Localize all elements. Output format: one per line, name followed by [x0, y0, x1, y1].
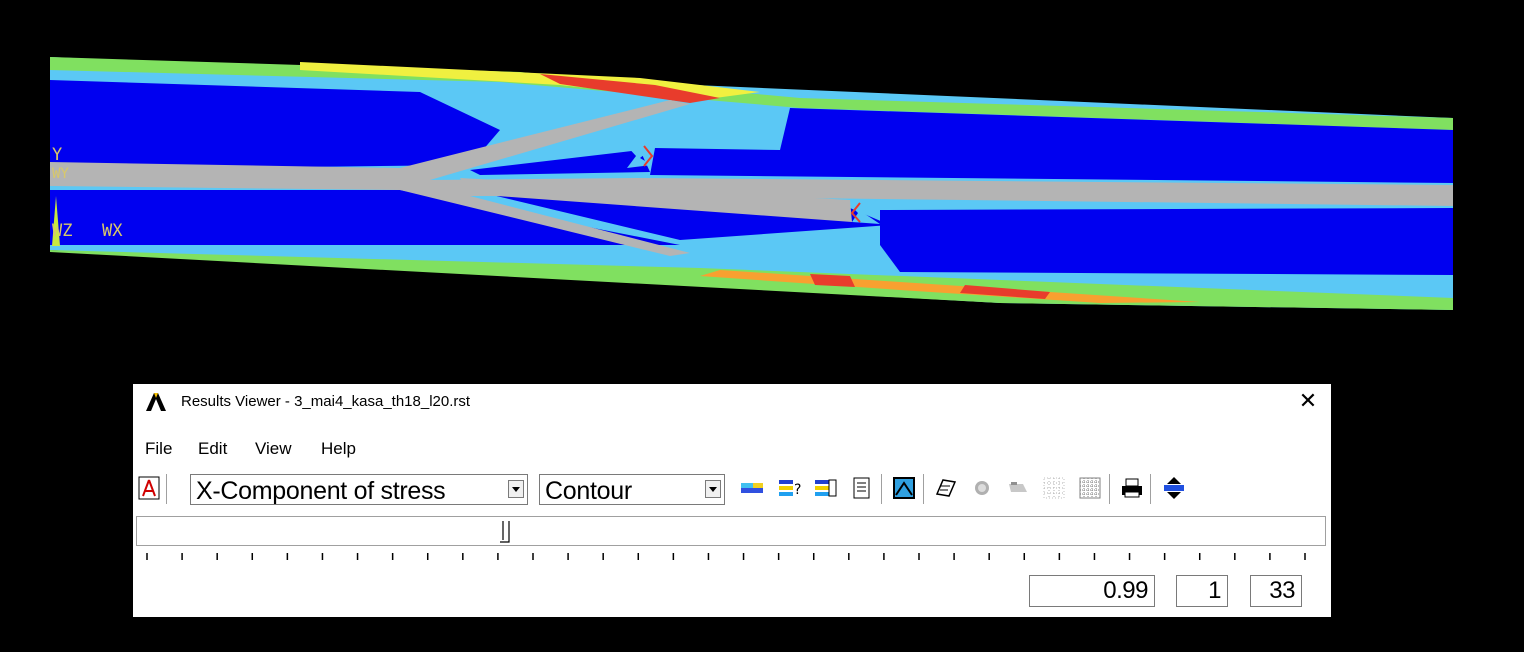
menu-bar: File Edit View Help	[133, 439, 1331, 463]
triad-label-wz: WZ	[52, 221, 73, 241]
expand-button[interactable]	[1161, 474, 1187, 502]
result-item-select[interactable]: X-Component of stress	[190, 474, 528, 505]
animate-button[interactable]	[933, 474, 959, 502]
expand-icon	[1164, 477, 1184, 499]
animate-icon	[935, 479, 957, 497]
capture-button[interactable]	[891, 474, 917, 502]
graphics-viewport[interactable]: Y WY WZ WX	[0, 0, 1524, 360]
menu-help[interactable]: Help	[321, 439, 356, 458]
dense-grid-icon	[1079, 477, 1101, 499]
slider-thumb[interactable]	[499, 520, 511, 544]
triad-label-wy: WY	[52, 166, 69, 182]
close-button[interactable]: ✕	[1298, 388, 1318, 413]
time-slider[interactable]	[136, 516, 1326, 546]
image-button[interactable]	[969, 474, 995, 502]
menu-file[interactable]: File	[145, 439, 173, 458]
result-item-value: X-Component of stress	[196, 477, 446, 505]
save-image-button[interactable]	[1005, 474, 1031, 502]
print-icon	[1122, 478, 1142, 498]
model-tree-icon	[138, 476, 160, 500]
stress-contour-plot	[50, 57, 1453, 310]
ansys-logo-icon	[146, 393, 166, 411]
toolbar: X-Component of stress Contour ?	[133, 472, 1331, 508]
results-viewer-dialog: Results Viewer - 3_mai4_kasa_th18_l20.rs…	[133, 384, 1331, 617]
time-value-field[interactable]: 0.99	[1029, 575, 1155, 607]
list-button[interactable]	[849, 474, 875, 502]
toolbar-separator	[881, 474, 885, 504]
toolbar-separator	[1109, 474, 1113, 504]
capture-icon	[893, 477, 915, 499]
plot-style-select[interactable]: Contour	[539, 474, 725, 505]
chevron-down-icon[interactable]	[508, 480, 524, 498]
legend-icon	[741, 483, 763, 493]
slider-ticks	[146, 553, 1306, 560]
legend-button[interactable]	[739, 474, 765, 502]
toolbar-separator	[1150, 474, 1154, 504]
title-bar[interactable]: Results Viewer - 3_mai4_kasa_th18_l20.rs…	[133, 384, 1331, 418]
query-icon: ?	[779, 480, 801, 498]
print-button[interactable]	[1119, 474, 1145, 502]
query-list-button[interactable]	[813, 474, 839, 502]
dotted-grid-icon	[1043, 477, 1065, 499]
set-number-field[interactable]: 1	[1176, 575, 1228, 607]
triad-label-wx: WX	[102, 221, 123, 241]
dense-grid-button[interactable]	[1077, 474, 1103, 502]
triad-label-y: Y	[52, 145, 63, 165]
toolbar-separator	[923, 474, 927, 504]
model-tree-button[interactable]	[137, 474, 163, 502]
menu-view[interactable]: View	[255, 439, 292, 458]
query-list-icon	[815, 479, 837, 497]
save-image-icon	[1009, 482, 1027, 492]
window-title: Results Viewer - 3_mai4_kasa_th18_l20.rs…	[181, 393, 471, 410]
list-icon	[853, 477, 870, 499]
plot-style-value: Contour	[545, 477, 632, 505]
image-icon	[975, 481, 989, 495]
dotted-grid-button[interactable]	[1041, 474, 1067, 502]
menu-edit[interactable]: Edit	[198, 439, 228, 458]
total-sets-field[interactable]: 33	[1250, 575, 1302, 607]
toolbar-separator	[166, 474, 170, 504]
chevron-down-icon[interactable]	[705, 480, 721, 498]
query-button[interactable]: ?	[777, 474, 803, 502]
svg-text:?: ?	[794, 482, 801, 498]
